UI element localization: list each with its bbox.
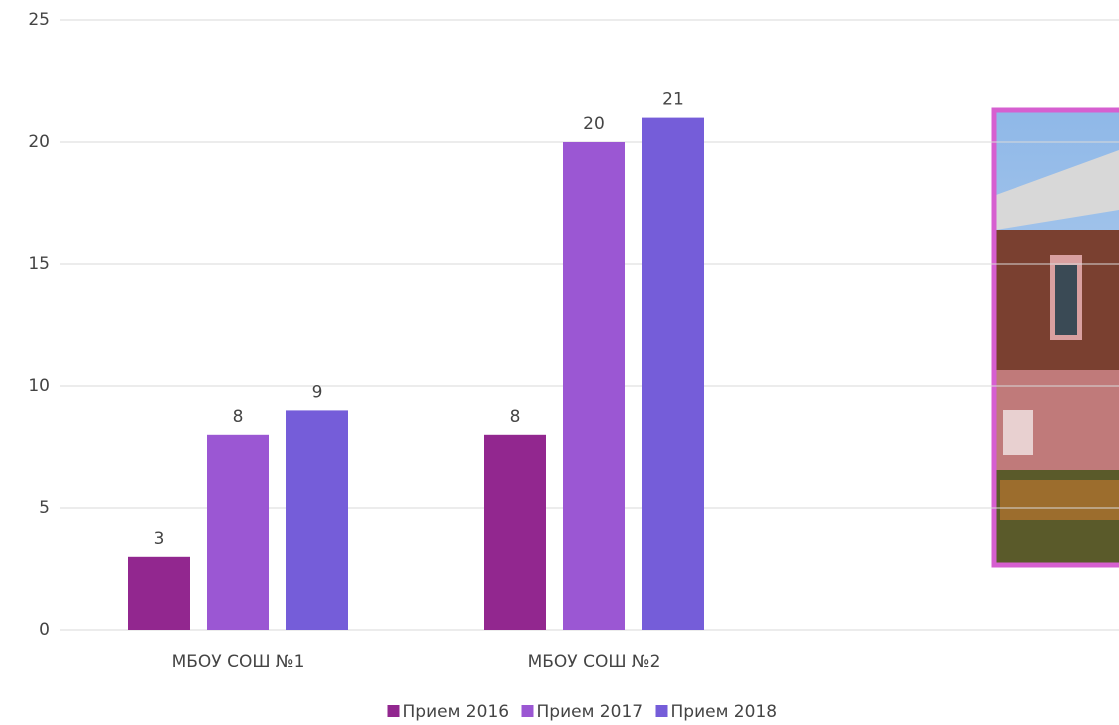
y-tick-label: 25 (28, 10, 50, 30)
data-label: 8 (233, 407, 244, 427)
data-label: 8 (510, 407, 521, 427)
x-tick-label: МБОУ СОШ №1 (172, 652, 305, 672)
y-tick-label: 15 (28, 254, 50, 274)
y-tick-label: 10 (28, 376, 50, 396)
legend-label: Прием 2018 (671, 702, 778, 722)
data-label: 3 (154, 529, 165, 549)
chart: 0 5 10 15 20 25 МБОУ СОШ №1 3 8 9 МБОУ СОШ №2 8 20 21… (0, 0, 1119, 725)
y-tick-label: 20 (28, 132, 50, 152)
y-tick-label: 5 (39, 498, 50, 518)
bar (128, 557, 190, 630)
legend-swatch (656, 705, 668, 717)
data-label: 21 (662, 90, 684, 110)
bar (563, 142, 625, 630)
bar (207, 435, 269, 630)
y-tick-label: 0 (39, 620, 50, 640)
legend-label: Прием 2016 (403, 702, 510, 722)
bar (642, 118, 704, 630)
legend-label: Прием 2017 (537, 702, 644, 722)
legend-swatch (388, 705, 400, 717)
data-label: 9 (312, 382, 323, 402)
photo (994, 110, 1119, 565)
bar (286, 410, 348, 630)
data-label: 20 (583, 114, 605, 134)
bar (484, 435, 546, 630)
x-tick-label: МБОУ СОШ №2 (528, 652, 661, 672)
legend-swatch (522, 705, 534, 717)
